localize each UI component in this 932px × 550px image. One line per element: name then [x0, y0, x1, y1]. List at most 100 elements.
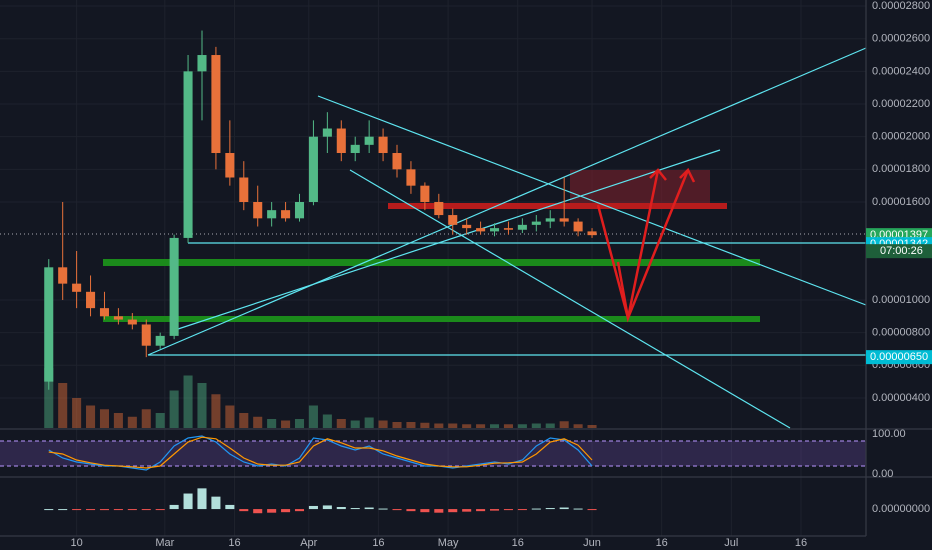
candle-body: [489, 228, 500, 232]
x-tick-label: Mar: [155, 537, 174, 549]
volume-bar: [197, 383, 207, 428]
macd-bar: [364, 507, 374, 510]
trend-line: [147, 47, 867, 356]
candle-body: [267, 210, 277, 219]
macd-bar: [531, 508, 541, 510]
volume-bar: [503, 424, 513, 428]
macd-bar: [448, 509, 458, 513]
candle-body: [155, 335, 165, 346]
macd-bar: [392, 509, 402, 511]
candle-body: [448, 215, 458, 225]
volume-bar: [573, 424, 583, 428]
volume-bar: [406, 422, 416, 428]
volume-bar: [392, 422, 402, 428]
macd-bar: [559, 507, 569, 510]
arrow-head: [679, 167, 696, 183]
volume-bar: [225, 405, 235, 428]
rsi-tick-label: 0.00: [872, 468, 893, 480]
zone: [388, 203, 727, 209]
macd-bar: [489, 509, 500, 511]
candle-body: [587, 231, 597, 236]
volume-bar: [281, 420, 291, 428]
volume-bar: [211, 394, 221, 428]
candle-body: [517, 224, 527, 230]
y-tick-label: 0.00000400: [872, 392, 930, 404]
volume-bar: [434, 423, 444, 428]
volume-bar: [420, 422, 430, 428]
price-label: 0.00000650: [870, 351, 928, 363]
candle-body: [322, 128, 332, 137]
arrow-head: [649, 168, 667, 181]
candle-body: [141, 324, 151, 346]
candle-body: [462, 224, 472, 229]
macd-bar: [517, 509, 527, 511]
volume-bar: [294, 419, 305, 428]
y-tick-label: 0.00001000: [872, 294, 930, 306]
volume-bar: [267, 419, 277, 428]
trend-line: [317, 95, 867, 306]
x-tick-label: May: [438, 537, 459, 549]
volume-bar: [587, 425, 597, 428]
macd-bar: [99, 509, 110, 511]
candle-body: [169, 237, 179, 336]
y-tick-label: 0.00001800: [872, 163, 930, 175]
volume-bar: [350, 420, 360, 428]
support-band: [103, 316, 760, 322]
macd-bar: [169, 504, 179, 510]
candle-body: [364, 136, 374, 145]
zone: [570, 170, 710, 203]
macd-bar: [281, 509, 291, 513]
volume-bar: [113, 413, 123, 428]
countdown-box: [866, 244, 932, 259]
volume-bar: [141, 409, 151, 428]
volume-bar: [183, 375, 193, 428]
volume-bar: [545, 423, 555, 428]
candle-body: [72, 283, 82, 292]
x-tick-label: 16: [372, 537, 384, 549]
y-tick-label: 0.00002000: [872, 131, 930, 143]
volume-bar: [489, 424, 500, 428]
macd-bar: [44, 509, 54, 511]
candle-body: [350, 144, 360, 154]
volume-bar: [308, 405, 318, 428]
volume-bar: [58, 383, 68, 428]
drawings: [0, 0, 932, 537]
rsi-tick-label: 100.00: [872, 428, 906, 440]
candle-body: [545, 218, 555, 222]
volume-bar: [155, 413, 165, 428]
macd-bar: [239, 509, 249, 512]
y-tick-label: 0.00002600: [872, 33, 930, 45]
candle-body: [183, 71, 193, 238]
macd-bar: [503, 509, 513, 511]
candle-body: [44, 267, 54, 382]
macd-bar: [141, 509, 151, 511]
candle-body: [434, 201, 444, 216]
y-tick-label: 0.00002400: [872, 65, 930, 77]
candle-body: [294, 201, 305, 219]
volume-bar: [378, 420, 388, 428]
candle-body: [197, 55, 207, 72]
volume-bar: [476, 424, 486, 428]
candle-body: [531, 221, 541, 225]
candle-body: [253, 201, 263, 219]
macd-bar: [587, 509, 597, 511]
x-tick-label: Jun: [583, 537, 601, 549]
candle-body: [239, 177, 249, 202]
volume-bar: [462, 424, 472, 428]
macd-bar: [462, 509, 472, 512]
candle-body: [58, 267, 68, 284]
volume-bar: [44, 368, 54, 428]
countdown: 07:00:26: [880, 245, 923, 257]
rsi-band: [0, 441, 866, 466]
macd-bar: [406, 509, 416, 512]
y-tick-label: 0.00002200: [872, 98, 930, 110]
candle-body: [406, 169, 416, 186]
y-tick-label: 0.00001600: [872, 196, 930, 208]
macd-bar: [545, 508, 555, 510]
volume-bar: [448, 423, 458, 428]
volume-bar: [364, 417, 374, 428]
y-tick-label: 0.00002800: [872, 0, 930, 12]
macd-bar: [72, 509, 82, 511]
candle-body: [281, 210, 291, 219]
